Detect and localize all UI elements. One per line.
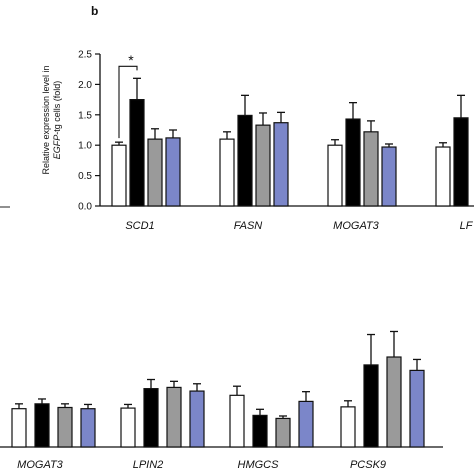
- bar: [252, 414, 268, 448]
- category-label: LPIN2: [133, 459, 164, 471]
- bar: [453, 117, 469, 207]
- bar: [386, 356, 402, 448]
- bar: [57, 406, 73, 448]
- y-tick-label: 2.0: [78, 80, 92, 91]
- bar: [363, 364, 379, 448]
- bar: [435, 146, 451, 207]
- y-axis-title-line1: Relative expression level in: [41, 65, 51, 174]
- bar: [166, 386, 182, 448]
- bar: [409, 369, 425, 448]
- bar: [143, 388, 159, 448]
- bar: [11, 408, 27, 448]
- category-label: MOGAT3: [333, 220, 380, 232]
- bar: [363, 131, 379, 207]
- bar: [237, 114, 253, 207]
- significance-bracket: [118, 65, 138, 139]
- bar: [255, 124, 271, 207]
- bar: [219, 138, 235, 207]
- bar: [111, 144, 127, 207]
- panel-label: b: [91, 4, 98, 18]
- bar: [298, 400, 314, 448]
- bar: [34, 403, 50, 448]
- bar: [165, 137, 181, 207]
- y-axis-title-rest: -tg cells (fold): [52, 81, 62, 135]
- bar: [327, 144, 343, 207]
- bar: [129, 98, 145, 207]
- category-label: MOGAT3: [17, 459, 64, 471]
- y-tick-label: 2.5: [78, 50, 92, 61]
- bar: [147, 138, 163, 207]
- bar: [381, 146, 397, 207]
- bar: [275, 417, 291, 448]
- bar: [189, 390, 205, 448]
- bar: [120, 407, 136, 448]
- bar: [80, 408, 96, 448]
- category-label: SCD1: [125, 220, 154, 232]
- bar: [340, 406, 356, 448]
- bar: [345, 118, 361, 207]
- category-label: FASN: [234, 220, 263, 232]
- category-label: LF: [460, 220, 474, 232]
- bar: [273, 122, 289, 207]
- y-tick-label: 1.5: [78, 110, 92, 121]
- y-tick-label: 0.5: [78, 171, 92, 182]
- significance-star: *: [128, 52, 134, 68]
- bar: [229, 394, 245, 448]
- category-label: PCSK9: [350, 459, 386, 471]
- y-axis-title-italic: EGFP: [52, 135, 62, 160]
- y-tick-label: 1.0: [78, 141, 92, 152]
- y-tick-label: 0.0: [78, 202, 92, 213]
- category-label: HMGCS: [238, 459, 280, 471]
- y-axis-title-line2: EGFP-tg cells (fold): [52, 81, 62, 160]
